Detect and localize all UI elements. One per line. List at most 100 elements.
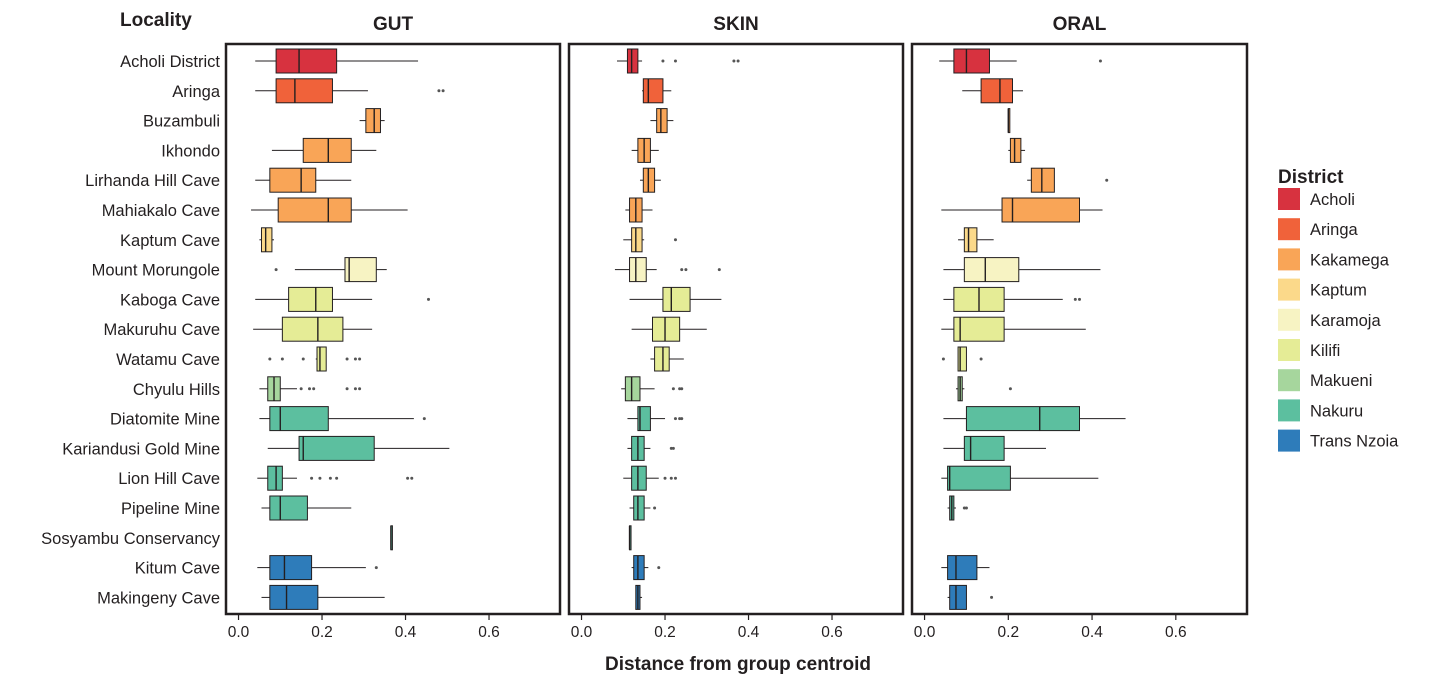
box-gut-18 [269,584,319,610]
box-gut-17 [269,555,313,581]
box-gut-12 [269,406,329,432]
box-skin-1 [642,78,664,104]
box-gut-9 [281,316,344,342]
category-label-7: Mount Morungole [92,262,220,280]
x-tick-label-skin-1: 0.2 [654,624,676,641]
box-skin-17 [633,555,645,581]
outlier-skin-12-1 [678,417,682,421]
outlier-skin-11-2 [680,387,684,391]
box-oral-10 [957,346,967,372]
category-label-14: Lion Hill Cave [118,470,220,488]
outlier-skin-7-2 [717,268,721,272]
legend-title: District [1278,167,1344,188]
box-oral-1 [980,78,1013,104]
box-skin-9 [652,316,681,342]
box-skin-8 [662,286,691,312]
outlier-gut-1-0 [437,89,441,93]
outlier-gut-14-2 [328,476,332,480]
box-gut-10 [316,346,327,372]
outlier-gut-17-0 [374,566,378,570]
outlier-gut-11-5 [358,387,362,391]
category-label-13: Kariandusi Gold Mine [62,440,220,458]
box-oral-3 [1009,137,1022,163]
category-label-10: Watamu Cave [116,351,220,369]
category-label-9: Makuruhu Cave [104,321,220,339]
outlier-skin-13-1 [671,446,675,450]
outlier-oral-0-0 [1098,59,1102,63]
outlier-gut-10-3 [345,357,349,361]
outlier-skin-12-2 [680,417,684,421]
outlier-oral-4-0 [1105,178,1109,182]
outlier-skin-17-0 [657,566,661,570]
panel-title-gut: GUT [373,14,414,35]
x-tick-label-oral-1: 0.2 [998,624,1020,641]
outlier-skin-7-1 [684,268,688,272]
x-tick-label-gut-1: 0.2 [311,624,333,641]
outlier-gut-10-5 [358,357,362,361]
outlier-skin-15-0 [653,506,657,510]
outlier-skin-14-1 [669,476,673,480]
x-tick-label-gut-0: 0.0 [228,624,250,641]
category-label-6: Kaptum Cave [120,232,220,250]
outlier-skin-11-1 [678,387,682,391]
outlier-oral-18-0 [990,595,994,599]
outlier-gut-11-1 [308,387,311,391]
x-tick-label-skin-3: 0.6 [821,624,843,641]
outlier-gut-11-4 [353,387,357,391]
legend-swatch-3 [1278,278,1300,301]
legend-swatch-1 [1278,218,1300,241]
x-tick-label-oral-0: 0.0 [914,624,936,641]
box-oral-0 [953,48,990,74]
outlier-oral-15-1 [964,506,968,510]
legend-label-0: Acholi [1310,191,1355,209]
box-skin-15 [633,495,645,521]
outlier-gut-12-0 [422,417,426,421]
box-oral-14 [947,465,1011,491]
outlier-gut-11-2 [312,387,316,391]
category-label-15: Pipeline Mine [121,500,220,518]
category-label-17: Kitum Cave [135,560,220,578]
box-gut-5 [277,197,352,223]
x-tick-label-oral-3: 0.6 [1165,624,1187,641]
outlier-oral-8-0 [1073,297,1077,301]
category-label-4: Lirhanda Hill Cave [85,172,220,190]
box-skin-6 [631,227,643,253]
outlier-gut-11-0 [299,387,303,391]
box-skin-0 [626,48,639,74]
outlier-gut-8-0 [426,297,430,301]
box-gut-15 [269,495,308,521]
outlier-skin-14-2 [673,476,677,480]
panel-frame-skin [567,42,905,616]
legend-label-3: Kaptum [1310,282,1367,300]
x-tick-label-oral-2: 0.4 [1081,624,1103,641]
x-tick-label-gut-3: 0.6 [478,624,500,641]
box-oral-9 [953,316,1005,342]
outlier-oral-8-1 [1078,297,1081,301]
outlier-gut-11-3 [345,387,349,391]
outlier-skin-7-0 [680,268,684,272]
outlier-gut-10-2 [301,357,305,361]
panel-title-skin: SKIN [713,14,758,35]
outlier-skin-6-0 [673,238,677,242]
category-label-12: Diatomite Mine [110,411,220,429]
legend-swatch-2 [1278,248,1300,271]
category-label-11: Chyulu Hills [133,381,220,399]
outlier-skin-12-0 [673,417,677,421]
outlier-gut-1-1 [441,89,445,93]
box-skin-10 [654,346,670,372]
outlier-gut-14-4 [406,476,410,480]
legend-swatch-8 [1278,429,1300,452]
box-oral-6 [963,227,978,253]
box-oral-4 [1030,167,1055,193]
legend-swatch-4 [1278,308,1300,331]
panel-title-oral: ORAL [1053,14,1107,35]
legend-label-7: Nakuru [1310,402,1363,420]
box-skin-7 [629,257,647,283]
outlier-skin-14-0 [663,476,667,480]
x-tick-label-skin-0: 0.0 [571,624,593,641]
y-axis-title: Locality [120,10,192,31]
outlier-gut-14-0 [310,476,314,480]
legend-label-5: Kilifi [1310,342,1340,360]
box-skin-14 [631,465,647,491]
